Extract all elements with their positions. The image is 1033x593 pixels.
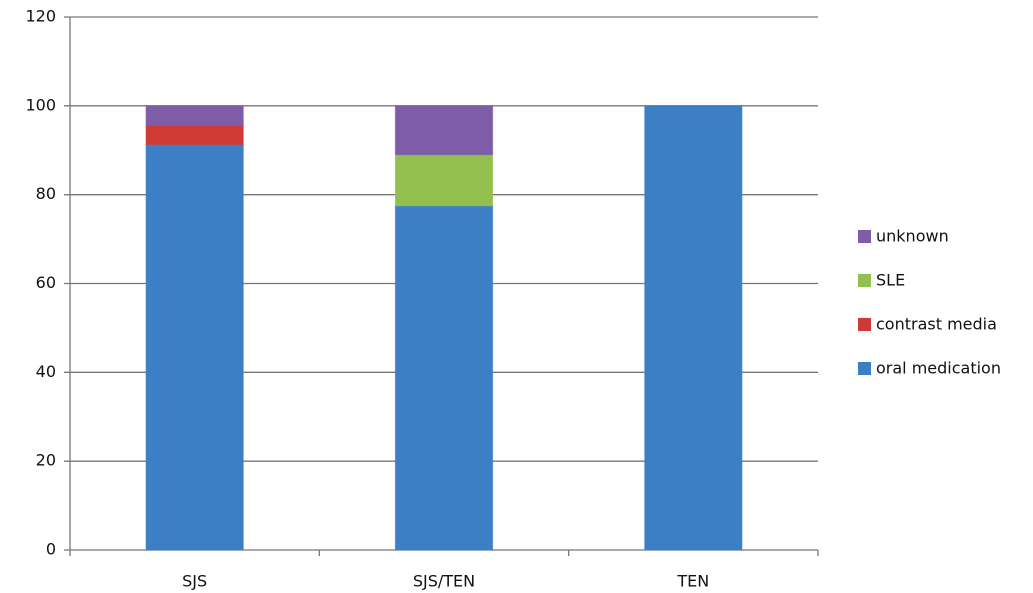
x-tick-label: SJS — [182, 572, 207, 591]
y-tick-label: 0 — [46, 540, 56, 559]
bar-segment — [394, 105, 494, 156]
x-tick-label: TEN — [676, 572, 709, 591]
legend-label: unknown — [876, 227, 949, 246]
legend-swatch — [858, 274, 871, 287]
y-tick-label: 120 — [25, 7, 56, 26]
legend-label: contrast media — [876, 315, 997, 334]
bar-segment — [394, 205, 494, 551]
bar-segment — [145, 124, 244, 145]
bar-segment — [145, 105, 244, 126]
legend-swatch — [858, 318, 871, 331]
y-tick-label: 80 — [36, 184, 56, 203]
y-tick-label: 100 — [25, 95, 56, 114]
x-tick-label: SJS/TEN — [413, 572, 475, 591]
y-tick-label: 40 — [36, 362, 56, 381]
y-tick-label: 20 — [36, 451, 56, 470]
bar-segment — [394, 154, 494, 207]
legend-label: oral medication — [876, 359, 1001, 378]
bar-segment — [145, 143, 244, 551]
y-tick-label: 60 — [36, 273, 56, 292]
legend-label: SLE — [876, 271, 905, 290]
legend-swatch — [858, 230, 871, 243]
bar-segment — [644, 105, 743, 551]
legend-swatch — [858, 362, 871, 375]
